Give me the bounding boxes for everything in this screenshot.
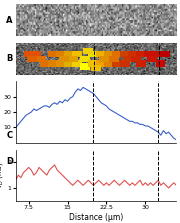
Bar — [104, 60, 114, 67]
Bar — [123, 56, 133, 62]
Bar — [56, 60, 66, 67]
Bar — [27, 56, 37, 62]
Text: C: C — [7, 131, 13, 140]
Bar — [69, 56, 78, 62]
Bar — [72, 60, 82, 67]
Bar — [48, 51, 57, 57]
Bar — [59, 56, 69, 62]
Bar — [32, 51, 41, 57]
Y-axis label: Number: Number — [0, 98, 1, 126]
Bar — [80, 56, 90, 62]
Text: A: A — [6, 16, 13, 25]
Bar — [96, 51, 106, 57]
Bar — [136, 51, 146, 57]
Bar — [136, 60, 146, 67]
Text: D: D — [6, 157, 13, 166]
Bar — [56, 51, 66, 57]
Bar — [131, 56, 141, 62]
Bar — [48, 60, 57, 67]
Bar — [128, 51, 138, 57]
Bar — [80, 64, 90, 70]
Bar — [120, 51, 130, 57]
Bar — [64, 51, 74, 57]
Bar — [72, 51, 82, 57]
Bar — [109, 56, 119, 62]
Bar — [112, 51, 122, 57]
X-axis label: Distance (μm): Distance (μm) — [69, 213, 123, 222]
Bar — [156, 60, 165, 67]
Bar — [104, 51, 114, 57]
Y-axis label: $\tau_D$ (ms): $\tau_D$ (ms) — [0, 161, 5, 189]
Bar — [91, 65, 101, 71]
Bar — [160, 51, 170, 57]
Bar — [64, 60, 74, 67]
Bar — [37, 56, 46, 62]
Bar — [147, 56, 157, 62]
Bar — [96, 60, 106, 67]
Bar — [112, 60, 122, 67]
Bar — [24, 51, 33, 57]
Bar — [88, 60, 98, 67]
Bar — [83, 47, 93, 54]
Bar — [120, 60, 130, 67]
Bar — [40, 60, 50, 67]
Bar — [144, 51, 154, 57]
Text: B: B — [6, 54, 13, 63]
Bar — [88, 51, 98, 57]
Bar — [152, 51, 162, 57]
Bar — [99, 56, 109, 62]
